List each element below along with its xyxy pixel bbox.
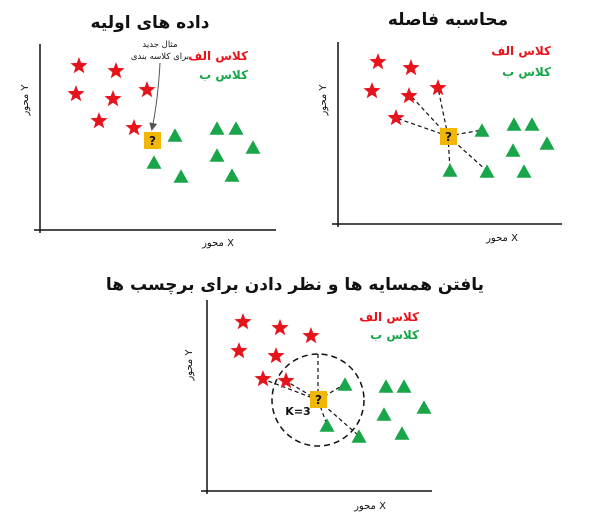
class-b-triangle: [506, 143, 521, 157]
class-b-triangle: [540, 136, 555, 150]
class-b-triangle: [443, 163, 458, 177]
class-a-star: [271, 319, 288, 335]
class-a-star: [67, 85, 84, 101]
class-b-triangle: [395, 426, 410, 440]
x-axis-label: محور X: [353, 501, 386, 512]
distance-line: [263, 379, 318, 400]
k-value-label: K=3: [285, 405, 310, 418]
class-a-star: [387, 109, 404, 125]
panel-title: محاسبه فاصله: [388, 10, 508, 30]
legend-class-a: کلاس الف: [188, 49, 248, 63]
class-b-triangle: [517, 164, 532, 178]
class-b-triangle: [168, 128, 183, 142]
class-a-star: [302, 327, 319, 343]
unknown-point-label: ?: [315, 393, 322, 407]
x-axis-label: محور X: [201, 238, 234, 249]
unknown-point-label: ?: [445, 130, 452, 144]
legend-class-b: کلاس ب: [199, 68, 248, 82]
x-axis-label: محور X: [485, 233, 518, 244]
legend-class-b: کلاس ب: [502, 65, 551, 79]
panel-distance: محاسبه فاصله محور X محور Y کلاس الف کلاس…: [318, 10, 562, 244]
class-a-star: [369, 53, 386, 69]
class-a-star: [400, 87, 417, 103]
class-b-triangle: [338, 377, 353, 391]
class-a-star: [254, 370, 271, 386]
class-b-triangle: [246, 140, 261, 154]
unknown-point-label: ?: [149, 134, 156, 148]
class-b-triangle: [379, 379, 394, 393]
class-a-star: [402, 59, 419, 75]
y-axis-label: محور Y: [20, 84, 31, 117]
class-b-triangle: [174, 169, 189, 183]
class-b-triangle: [507, 117, 522, 131]
class-a-star: [230, 342, 247, 358]
class-b-triangle: [210, 148, 225, 162]
class-b-triangle: [147, 155, 162, 169]
class-a-star: [107, 62, 124, 78]
class-b-triangle: [377, 407, 392, 421]
class-a-star: [429, 79, 446, 95]
new-example-note-line2: برای کلاسه بندی: [131, 52, 189, 62]
class-b-triangle: [320, 418, 335, 432]
new-example-note: مثال جدید: [142, 40, 177, 50]
class-b-triangle: [352, 429, 367, 443]
class-b-triangle: [210, 121, 225, 135]
class-b-triangle: [397, 379, 412, 393]
y-axis-label: محور Y: [184, 349, 195, 382]
panel-title: یافتن همسایه ها و نظر دادن برای برچسب ها: [106, 275, 484, 295]
class-b-triangle: [475, 123, 490, 137]
class-b-triangle: [225, 168, 240, 182]
y-axis-label: محور Y: [318, 84, 329, 117]
class-a-star: [125, 119, 142, 135]
class-a-star: [70, 57, 87, 73]
class-b-triangle: [417, 400, 432, 414]
class-b-triangle: [229, 121, 244, 135]
class-b-triangle: [525, 117, 540, 131]
panel-initial-data: داده های اولیه محور X محور Y کلاس الف کل…: [20, 13, 276, 249]
note-arrow: [152, 63, 160, 129]
panel-title: داده های اولیه: [91, 13, 210, 33]
class-a-star: [267, 347, 284, 363]
class-a-star: [234, 313, 251, 329]
class-a-star: [104, 90, 121, 106]
class-a-star: [138, 81, 155, 97]
class-a-star: [90, 112, 107, 128]
legend-class-a: کلاس الف: [491, 44, 551, 58]
class-a-star: [363, 82, 380, 98]
legend-class-a: کلاس الف: [359, 310, 419, 324]
legend-class-b: کلاس ب: [370, 328, 419, 342]
panel-neighbors: یافتن همسایه ها و نظر دادن برای برچسب ها…: [106, 275, 484, 512]
